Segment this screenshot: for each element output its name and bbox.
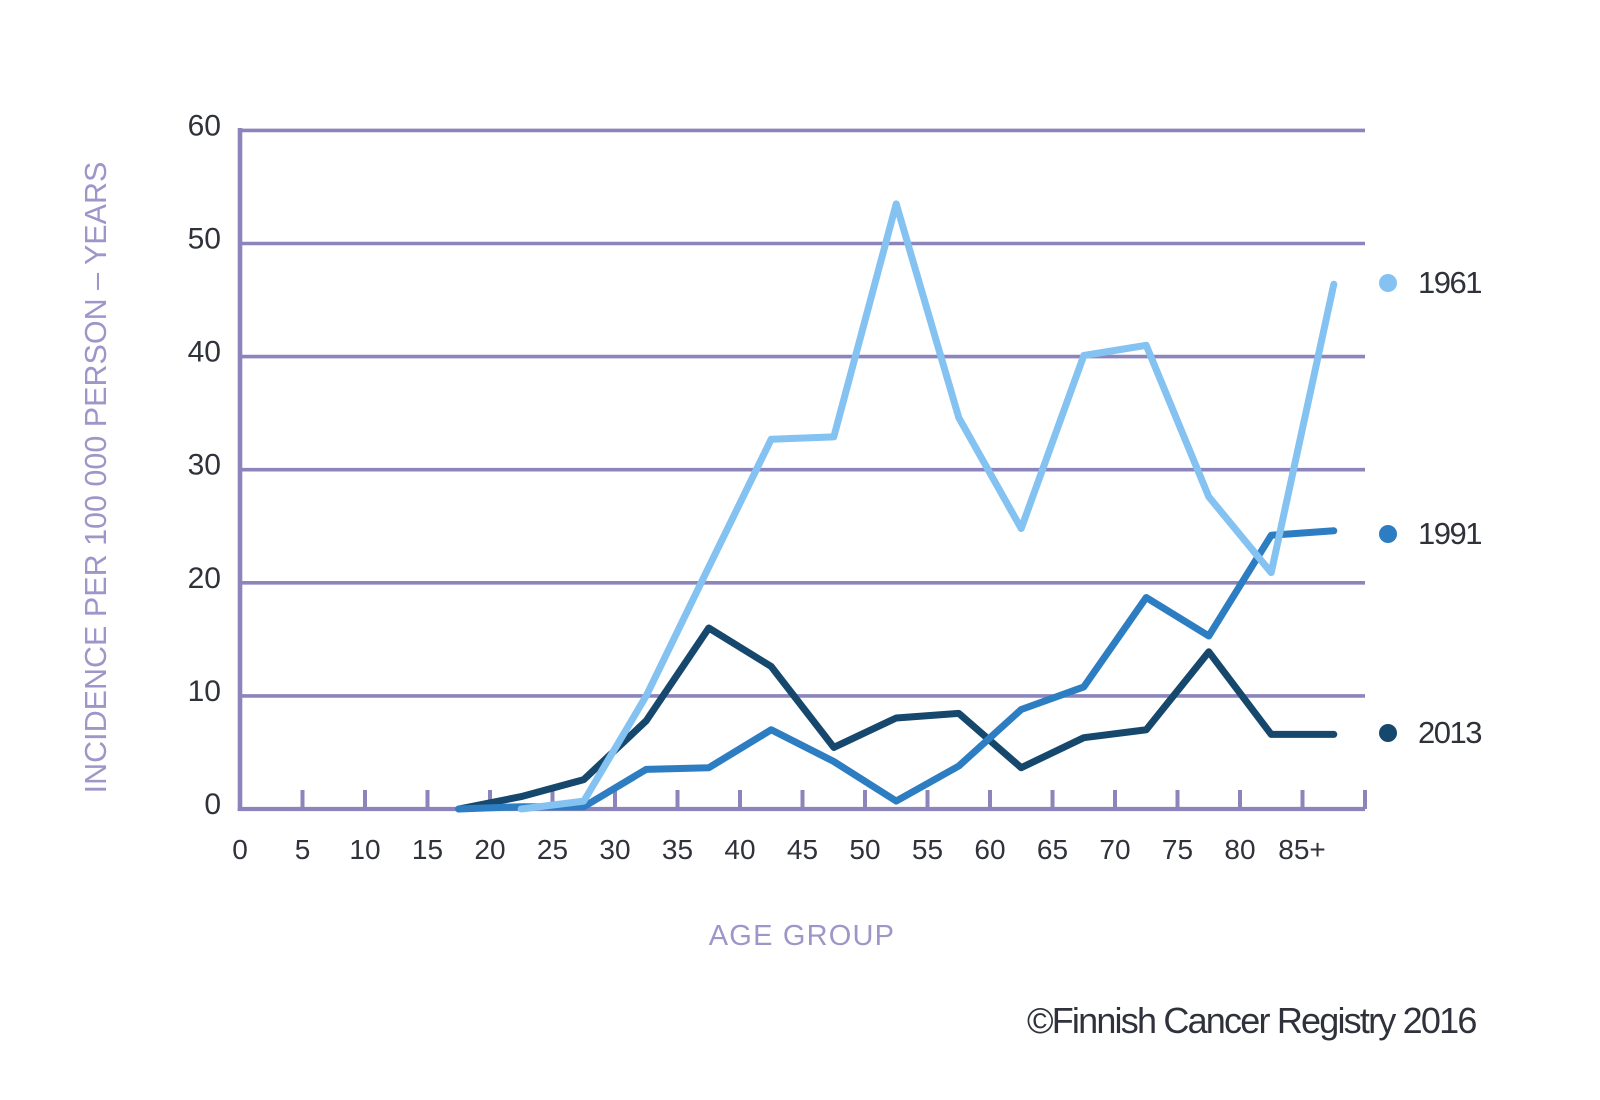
svg-text:2013: 2013	[1418, 715, 1481, 750]
svg-text:85+: 85+	[1278, 834, 1326, 865]
svg-text:50: 50	[188, 223, 221, 256]
svg-text:AGE GROUP: AGE GROUP	[709, 920, 895, 952]
svg-text:80: 80	[1224, 834, 1255, 865]
svg-text:30: 30	[188, 449, 221, 482]
svg-text:10: 10	[349, 834, 380, 865]
svg-text:1991: 1991	[1418, 516, 1481, 551]
svg-text:30: 30	[599, 834, 630, 865]
svg-text:5: 5	[295, 834, 311, 865]
svg-text:INCIDENCE PER 100 000 PERSON –: INCIDENCE PER 100 000 PERSON – YEARS	[79, 162, 113, 794]
svg-text:0: 0	[232, 834, 248, 865]
svg-text:©Finnish Cancer Registry 2016: ©Finnish Cancer Registry 2016	[1027, 1000, 1476, 1041]
svg-text:60: 60	[188, 109, 221, 142]
svg-text:75: 75	[1162, 834, 1193, 865]
svg-text:0: 0	[204, 788, 221, 821]
svg-text:40: 40	[188, 336, 221, 369]
svg-text:15: 15	[412, 834, 443, 865]
svg-text:10: 10	[188, 675, 221, 708]
svg-text:40: 40	[724, 834, 755, 865]
svg-text:35: 35	[662, 834, 693, 865]
svg-text:60: 60	[974, 834, 1005, 865]
svg-text:25: 25	[537, 834, 568, 865]
svg-text:45: 45	[787, 834, 818, 865]
svg-text:50: 50	[849, 834, 880, 865]
svg-text:55: 55	[912, 834, 943, 865]
svg-text:20: 20	[474, 834, 505, 865]
svg-text:65: 65	[1037, 834, 1068, 865]
svg-text:20: 20	[188, 562, 221, 595]
svg-text:1961: 1961	[1418, 265, 1481, 300]
svg-text:70: 70	[1099, 834, 1130, 865]
